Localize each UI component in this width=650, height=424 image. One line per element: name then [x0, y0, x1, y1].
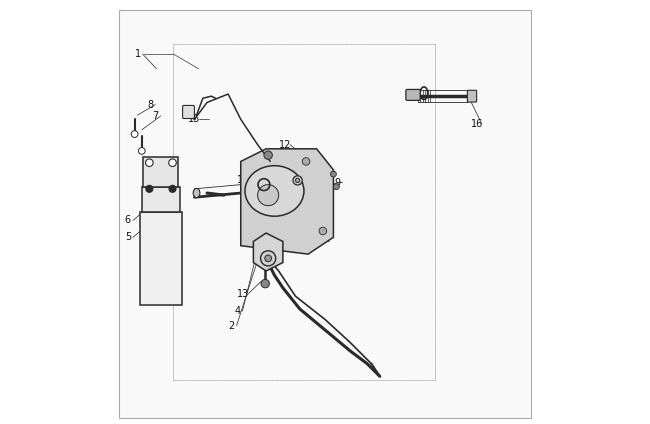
Circle shape [330, 171, 336, 177]
FancyBboxPatch shape [118, 10, 532, 418]
Circle shape [302, 158, 310, 165]
Text: 12: 12 [318, 234, 332, 244]
Polygon shape [240, 149, 333, 254]
Ellipse shape [296, 179, 300, 182]
FancyBboxPatch shape [183, 106, 194, 118]
Ellipse shape [193, 188, 200, 198]
Circle shape [261, 279, 269, 288]
Circle shape [131, 131, 138, 137]
Circle shape [146, 159, 153, 167]
FancyBboxPatch shape [406, 89, 420, 100]
Text: 10: 10 [237, 176, 249, 185]
Text: 15: 15 [188, 114, 201, 124]
Text: 7: 7 [153, 111, 159, 121]
Ellipse shape [293, 176, 302, 185]
Circle shape [138, 148, 145, 154]
Text: 4: 4 [234, 306, 240, 316]
Polygon shape [142, 187, 179, 212]
Text: 8: 8 [147, 100, 153, 109]
Text: 6: 6 [125, 215, 131, 226]
Text: 12: 12 [279, 139, 291, 150]
Text: 9: 9 [335, 178, 341, 187]
Text: 5: 5 [125, 232, 131, 242]
Text: 14: 14 [279, 151, 291, 161]
Circle shape [264, 151, 272, 159]
Text: 2: 2 [228, 321, 235, 331]
Circle shape [319, 227, 327, 235]
Ellipse shape [257, 184, 279, 206]
Text: 11: 11 [281, 163, 293, 173]
Circle shape [333, 184, 339, 190]
Polygon shape [254, 233, 283, 271]
Ellipse shape [245, 166, 304, 216]
Circle shape [265, 255, 272, 262]
Circle shape [169, 159, 176, 167]
Text: 16: 16 [471, 119, 483, 128]
FancyBboxPatch shape [467, 90, 476, 102]
Circle shape [169, 185, 176, 192]
Circle shape [261, 251, 276, 266]
Polygon shape [140, 212, 182, 305]
Text: 13: 13 [237, 289, 249, 299]
Text: 1: 1 [135, 49, 140, 59]
Text: 3: 3 [240, 163, 246, 173]
Polygon shape [143, 157, 178, 187]
Circle shape [146, 185, 153, 192]
